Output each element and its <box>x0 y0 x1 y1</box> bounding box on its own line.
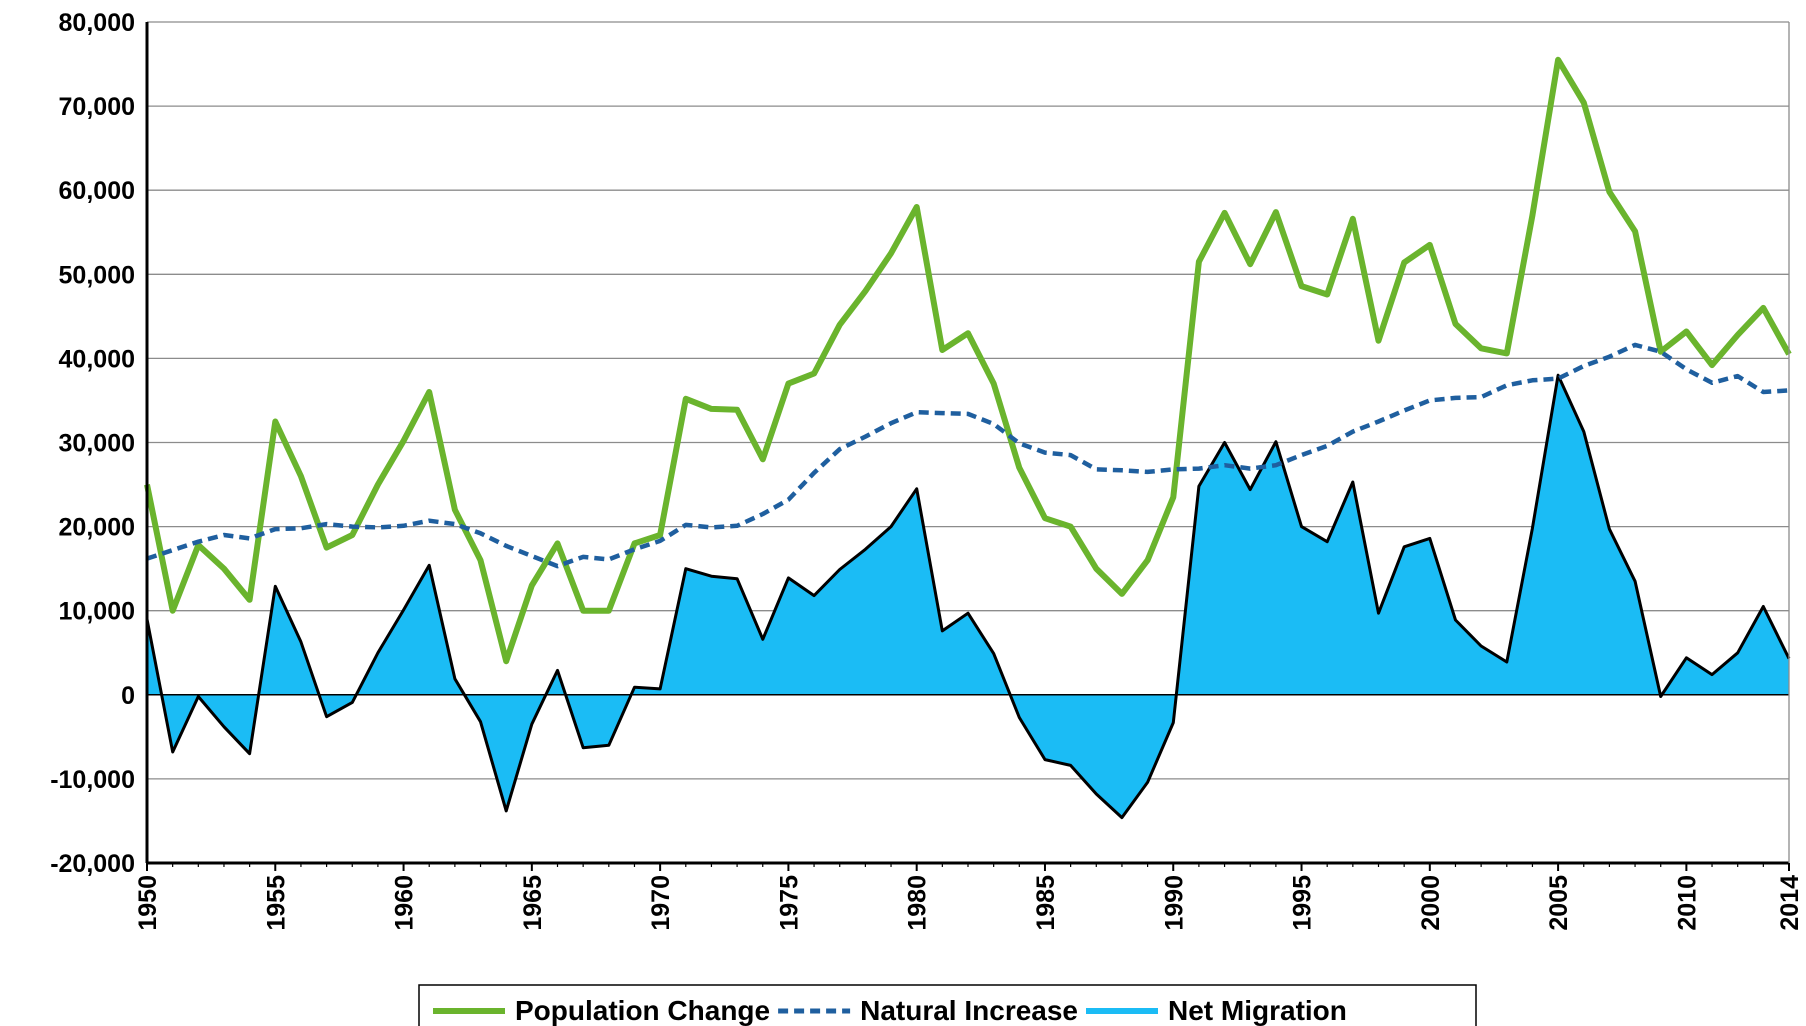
x-tick-label: 1950 <box>134 875 162 931</box>
x-tick-label: 2005 <box>1545 875 1573 931</box>
y-tick-label: -10,000 <box>50 766 135 794</box>
line-series <box>144 56 1792 665</box>
y-tick-label: 40,000 <box>59 345 135 373</box>
area-outline <box>145 373 1791 820</box>
legend-label: Natural Increase <box>860 995 1078 1026</box>
y-tick-label: 0 <box>121 682 135 710</box>
x-tick-label: 1980 <box>904 875 932 931</box>
x-tick-label: 2000 <box>1417 875 1445 931</box>
x-tick-label: 2014 <box>1776 875 1804 931</box>
y-tick-label: 10,000 <box>59 598 135 626</box>
y-tick-label: -20,000 <box>50 850 135 878</box>
legend-label: Population Change <box>515 995 770 1026</box>
y-tick-label: 60,000 <box>59 177 135 205</box>
y-tick-label: 30,000 <box>59 430 135 458</box>
x-tick-label: 1955 <box>262 875 290 931</box>
x-tick-label: 1975 <box>775 875 803 931</box>
x-tick-label: 1970 <box>647 875 675 931</box>
x-tick-label: 2010 <box>1673 875 1701 931</box>
x-tick-label: 1995 <box>1289 875 1317 931</box>
line-series <box>146 342 1790 569</box>
x-tick-label: 1960 <box>391 875 419 931</box>
legend-box <box>418 984 1477 1026</box>
y-tick-label: 70,000 <box>59 93 135 121</box>
y-tick-label: 20,000 <box>59 514 135 542</box>
y-tick-label: 80,000 <box>59 9 135 37</box>
area-fill <box>147 375 1789 818</box>
x-tick-label: 1990 <box>1160 875 1188 931</box>
legend: Population Change Natural Increase Net Mig… <box>433 995 1347 1026</box>
x-tick-label: 1985 <box>1032 875 1060 931</box>
legend-label: Net Migration <box>1168 995 1347 1026</box>
y-tick-label: 50,000 <box>59 261 135 289</box>
x-tick-label: 1965 <box>519 875 547 931</box>
